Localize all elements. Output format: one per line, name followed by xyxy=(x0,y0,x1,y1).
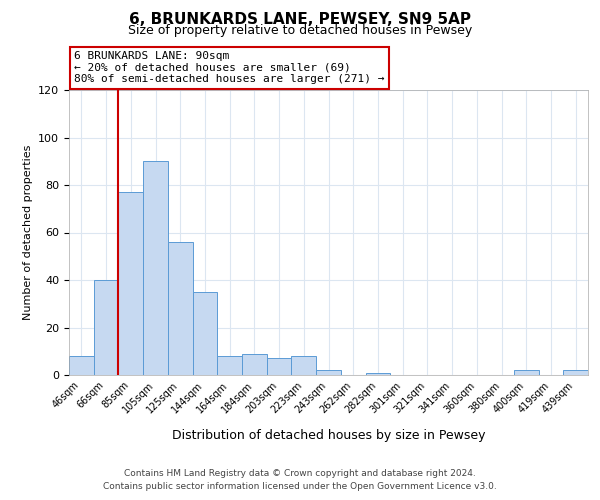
Text: 6, BRUNKARDS LANE, PEWSEY, SN9 5AP: 6, BRUNKARDS LANE, PEWSEY, SN9 5AP xyxy=(129,12,471,28)
Bar xyxy=(168,242,193,375)
Bar xyxy=(514,370,539,375)
Text: Contains HM Land Registry data © Crown copyright and database right 2024.: Contains HM Land Registry data © Crown c… xyxy=(124,468,476,477)
Bar xyxy=(94,280,118,375)
Bar xyxy=(217,356,242,375)
Bar xyxy=(267,358,292,375)
Bar xyxy=(118,192,143,375)
Text: Size of property relative to detached houses in Pewsey: Size of property relative to detached ho… xyxy=(128,24,472,37)
Bar xyxy=(242,354,267,375)
Bar xyxy=(143,161,168,375)
Text: Contains public sector information licensed under the Open Government Licence v3: Contains public sector information licen… xyxy=(103,482,497,491)
X-axis label: Distribution of detached houses by size in Pewsey: Distribution of detached houses by size … xyxy=(172,428,485,442)
Bar xyxy=(193,292,217,375)
Text: 6 BRUNKARDS LANE: 90sqm
← 20% of detached houses are smaller (69)
80% of semi-de: 6 BRUNKARDS LANE: 90sqm ← 20% of detache… xyxy=(74,51,385,84)
Bar xyxy=(563,370,588,375)
Bar xyxy=(69,356,94,375)
Bar xyxy=(365,372,390,375)
Bar xyxy=(292,356,316,375)
Y-axis label: Number of detached properties: Number of detached properties xyxy=(23,145,32,320)
Bar xyxy=(316,370,341,375)
